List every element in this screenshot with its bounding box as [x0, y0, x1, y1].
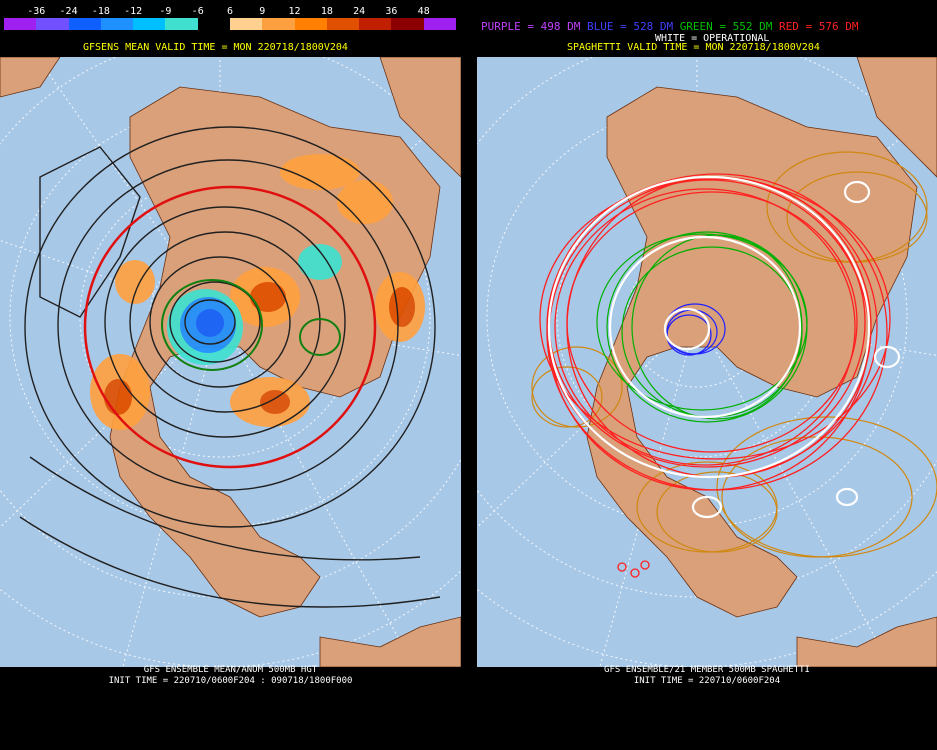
- legend-swatch: [391, 18, 424, 30]
- mean-footer-title: GFS ENSEMBLE MEAN/ANOM 500MB HGT: [143, 665, 318, 675]
- legend-swatch: [359, 18, 392, 30]
- spaghetti-panel: PURPLE = 498 DM BLUE = 528 DM GREEN = 55…: [477, 0, 937, 750]
- legend-swatch: [423, 18, 456, 30]
- legend-swatch: [100, 18, 134, 30]
- mean-footer-init-time: INIT TIME = 220710/0600F204 : 090718/180…: [108, 676, 353, 686]
- spaghetti-valid-time-header: SPAGHETTI VALID TIME = MON 220718/1800V2…: [567, 42, 820, 53]
- legend-swatch: [262, 18, 295, 30]
- red-key: RED = 576 DM: [779, 20, 859, 33]
- contour-color-key: PURPLE = 498 DM BLUE = 528 DM GREEN = 55…: [481, 20, 859, 33]
- blue-key: BLUE = 528 DM: [586, 20, 674, 33]
- legend-tick-label: -9: [159, 6, 172, 17]
- anomaly-color-legend: [4, 18, 456, 30]
- legend-swatch: [133, 18, 166, 30]
- legend-tick-label: -18: [91, 6, 110, 17]
- legend-tick-label: -24: [59, 6, 78, 17]
- legend-tick-label: 48: [417, 6, 430, 17]
- legend-tick-label: 12: [288, 6, 301, 17]
- spaghetti-map: [477, 57, 937, 667]
- green-key: GREEN = 552 DM: [679, 20, 773, 33]
- legend-swatch: [4, 18, 37, 30]
- legend-swatch: [294, 18, 327, 30]
- legend-tick-label: -36: [27, 6, 46, 17]
- mean-valid-time-header: GFSENS MEAN VALID TIME = MON 220718/1800…: [83, 42, 348, 53]
- legend-swatch: [36, 18, 69, 30]
- spaghetti-footer-init-time: INIT TIME = 220710/0600F204: [633, 676, 781, 686]
- legend-tick-label: 9: [259, 6, 266, 17]
- legend-tick-label: 36: [385, 6, 398, 17]
- ensemble-mean-panel: -36 -24 -18 -12 -9 -6 6 9 12 18 24 36 48 GFSENS MEAN…: [0, 0, 461, 750]
- purple-key: PURPLE = 498 DM: [481, 20, 581, 33]
- operational-key: WHITE = OPERATIONAL: [655, 33, 770, 44]
- legend-swatch: [68, 18, 101, 30]
- ensemble-mean-map: [0, 57, 461, 667]
- legend-tick-label: 6: [226, 6, 234, 17]
- spaghetti-footer-title: GFS ENSEMBLE/21 MEMBER 500MB SPAGHETTI: [604, 665, 810, 675]
- legend-swatch: [326, 18, 360, 30]
- legend-swatch: [165, 18, 198, 30]
- legend-tick-label: 18: [320, 6, 333, 17]
- anomaly-legend-labels: -36 -24 -18 -12 -9 -6 6 9 12 18 24 36 48: [4, 6, 456, 17]
- legend-tick-label: 24: [353, 6, 366, 17]
- legend-tick-label: -12: [124, 6, 143, 17]
- legend-swatch: [229, 18, 263, 30]
- legend-tick-label: -6: [191, 6, 204, 17]
- legend-swatch: [197, 18, 230, 30]
